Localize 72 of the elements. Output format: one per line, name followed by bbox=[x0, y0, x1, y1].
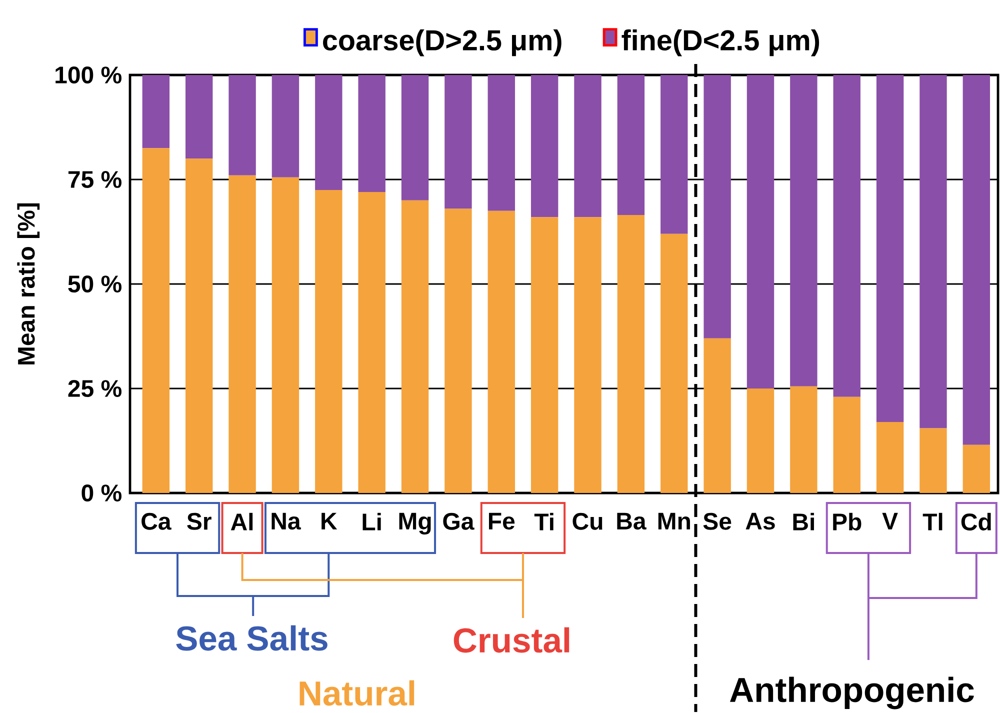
x-tick-label: Tl bbox=[922, 512, 942, 530]
bar bbox=[228, 75, 256, 176]
bar bbox=[315, 75, 342, 190]
bar bbox=[876, 75, 904, 422]
bar bbox=[488, 75, 515, 211]
x-tick-label: K bbox=[322, 512, 338, 530]
bar bbox=[920, 428, 947, 493]
bar bbox=[962, 75, 990, 445]
x-tick-label: Al bbox=[230, 512, 253, 530]
bar bbox=[358, 75, 386, 192]
x-tick-label: Pb bbox=[833, 512, 862, 530]
bar bbox=[920, 75, 947, 428]
bar bbox=[833, 396, 860, 493]
x-tick-label: Ca bbox=[142, 512, 172, 530]
bar bbox=[228, 175, 256, 493]
bar bbox=[488, 210, 515, 493]
bar bbox=[617, 215, 645, 493]
bar bbox=[746, 388, 774, 493]
text: Anthropogenic bbox=[730, 676, 974, 710]
x-tick-label: Ba bbox=[617, 512, 646, 530]
bar bbox=[530, 217, 558, 493]
bar bbox=[704, 338, 731, 493]
bar bbox=[185, 158, 213, 493]
text: Sea Salts bbox=[176, 625, 328, 651]
x-tick-label: Li bbox=[362, 512, 381, 530]
y-tick-label: 0 % bbox=[82, 484, 122, 502]
y-tick-label: 75 % bbox=[68, 171, 122, 188]
bar bbox=[142, 75, 170, 148]
bar bbox=[272, 177, 300, 493]
x-tick-label: Na bbox=[272, 512, 301, 530]
legend-label: fine(D<2.5 μm) bbox=[622, 29, 820, 56]
bar bbox=[315, 190, 342, 493]
bar bbox=[444, 75, 472, 209]
bar bbox=[401, 200, 429, 493]
text: Crustal bbox=[454, 627, 570, 653]
bar bbox=[660, 234, 688, 493]
bar bbox=[790, 75, 818, 386]
x-tick-label: Cd bbox=[961, 512, 991, 530]
bar bbox=[876, 422, 904, 493]
bar bbox=[185, 75, 213, 159]
bar bbox=[833, 75, 860, 397]
bar bbox=[704, 75, 731, 338]
x-tick-label: Bi bbox=[793, 512, 814, 530]
bar bbox=[574, 75, 602, 218]
bar bbox=[444, 208, 472, 493]
bar bbox=[358, 192, 386, 493]
y-axis-title: Mean ratio [%] bbox=[17, 203, 40, 364]
text: Natural bbox=[300, 680, 414, 706]
x-tick-label: Se bbox=[703, 512, 732, 530]
y-tick-label: 25 % bbox=[68, 380, 122, 397]
bar bbox=[142, 148, 170, 493]
x-tick-label: Ga bbox=[443, 512, 474, 530]
bar bbox=[962, 444, 990, 493]
x-tick-label: Mg bbox=[399, 512, 431, 534]
x-tick-label: Sr bbox=[187, 512, 212, 530]
bar bbox=[401, 75, 429, 200]
x-tick-label: Ti bbox=[534, 512, 554, 530]
bar bbox=[660, 75, 688, 234]
bar bbox=[272, 75, 300, 178]
bar bbox=[574, 217, 602, 493]
y-tick-label: 50 % bbox=[68, 276, 122, 292]
x-tick-label: As bbox=[746, 512, 775, 530]
x-tick-label: Mn bbox=[658, 512, 690, 530]
y-tick-label: 100 % bbox=[56, 66, 122, 84]
bar bbox=[790, 386, 818, 493]
x-tick-label: V bbox=[882, 512, 898, 530]
bar bbox=[530, 75, 558, 218]
bar bbox=[617, 75, 645, 216]
x-tick-label: Cu bbox=[572, 512, 602, 530]
bar bbox=[746, 75, 774, 388]
x-tick-label: Fe bbox=[488, 512, 515, 530]
legend-label: coarse(D>2.5 μm) bbox=[323, 29, 562, 56]
